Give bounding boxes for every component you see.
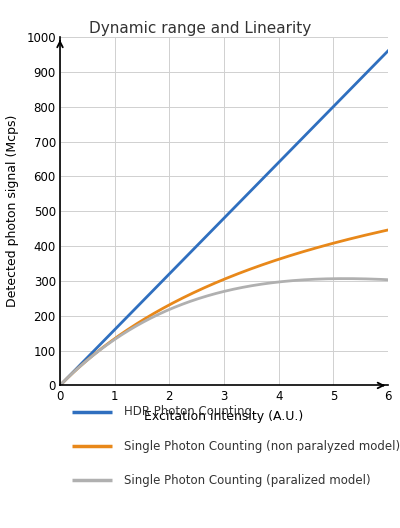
Single Photon Counting (non paralyzed model) <box>326 241 331 248</box>
Single Photon Counting (non paralyzed model) <box>235 271 240 277</box>
Single Photon Counting (non paralyzed model) <box>253 264 258 270</box>
Single Photon Counting (paralized model) <box>378 276 383 282</box>
Text: HDR Photon Counting: HDR Photon Counting <box>124 406 252 418</box>
Single Photon Counting (paralized model) <box>215 290 220 296</box>
HDR Photon Counting <box>58 382 62 389</box>
Line: Single Photon Counting (paralized model): Single Photon Counting (paralized model) <box>60 279 388 385</box>
X-axis label: Excitation intensity (A.U.): Excitation intensity (A.U.) <box>144 410 304 422</box>
HDR Photon Counting <box>235 201 240 208</box>
Y-axis label: Detected photon signal (Mcps): Detected photon signal (Mcps) <box>6 115 19 307</box>
Text: Single Photon Counting (non paralyzed model): Single Photon Counting (non paralyzed mo… <box>124 440 400 452</box>
Single Photon Counting (paralized model) <box>213 290 218 297</box>
HDR Photon Counting <box>386 48 390 54</box>
Single Photon Counting (non paralyzed model) <box>58 382 62 389</box>
Line: Single Photon Counting (non paralyzed model): Single Photon Counting (non paralyzed mo… <box>60 230 388 385</box>
Single Photon Counting (non paralyzed model) <box>213 279 218 286</box>
Single Photon Counting (paralized model) <box>386 277 390 283</box>
HDR Photon Counting <box>326 108 331 115</box>
Single Photon Counting (paralized model) <box>342 276 347 282</box>
HDR Photon Counting <box>213 223 218 230</box>
Single Photon Counting (paralized model) <box>58 382 62 389</box>
Single Photon Counting (paralized model) <box>326 276 331 282</box>
Single Photon Counting (non paralyzed model) <box>378 229 382 235</box>
Text: Dynamic range and Linearity: Dynamic range and Linearity <box>89 21 311 36</box>
Line: HDR Photon Counting: HDR Photon Counting <box>60 51 388 385</box>
Single Photon Counting (paralized model) <box>235 285 240 291</box>
HDR Photon Counting <box>253 183 258 190</box>
Single Photon Counting (non paralyzed model) <box>386 227 390 233</box>
HDR Photon Counting <box>215 221 220 228</box>
Text: Single Photon Counting (paralized model): Single Photon Counting (paralized model) <box>124 474 371 487</box>
Single Photon Counting (non paralyzed model) <box>215 279 220 285</box>
Single Photon Counting (paralized model) <box>253 282 258 288</box>
HDR Photon Counting <box>378 56 382 62</box>
